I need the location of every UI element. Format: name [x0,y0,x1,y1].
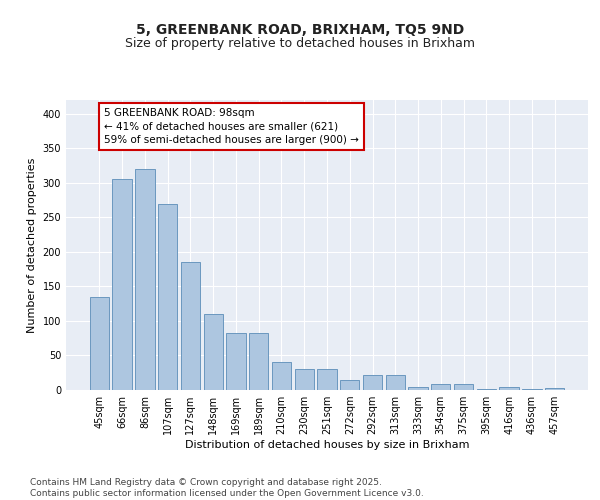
Bar [476,388,496,390]
X-axis label: Distribution of detached houses by size in Brixham: Distribution of detached houses by size … [185,440,469,450]
Bar [295,370,314,390]
Bar [317,370,337,390]
Text: Contains HM Land Registry data © Crown copyright and database right 2025.
Contai: Contains HM Land Registry data © Crown c… [30,478,424,498]
Bar [226,332,245,390]
Bar [431,384,451,390]
Y-axis label: Number of detached properties: Number of detached properties [27,158,37,332]
Bar [386,375,405,390]
Bar [135,169,155,390]
Text: 5 GREENBANK ROAD: 98sqm
← 41% of detached houses are smaller (621)
59% of semi-d: 5 GREENBANK ROAD: 98sqm ← 41% of detache… [104,108,359,145]
Text: 5, GREENBANK ROAD, BRIXHAM, TQ5 9ND: 5, GREENBANK ROAD, BRIXHAM, TQ5 9ND [136,22,464,36]
Bar [454,384,473,390]
Text: Size of property relative to detached houses in Brixham: Size of property relative to detached ho… [125,38,475,51]
Bar [249,332,268,390]
Bar [203,314,223,390]
Bar [90,297,109,390]
Bar [409,386,428,390]
Bar [340,380,359,390]
Bar [363,375,382,390]
Bar [545,388,564,390]
Bar [181,262,200,390]
Bar [272,362,291,390]
Bar [158,204,178,390]
Bar [499,386,519,390]
Bar [112,180,132,390]
